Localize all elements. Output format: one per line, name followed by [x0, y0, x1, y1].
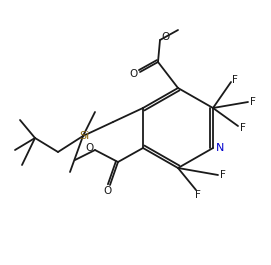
- Text: O: O: [104, 186, 112, 196]
- Text: F: F: [195, 190, 201, 200]
- Text: O: O: [130, 69, 138, 79]
- Text: Si: Si: [79, 131, 89, 141]
- Text: F: F: [232, 75, 238, 85]
- Text: N: N: [216, 143, 224, 153]
- Text: F: F: [250, 97, 256, 107]
- Text: F: F: [240, 123, 246, 133]
- Text: F: F: [220, 170, 226, 180]
- Text: O: O: [161, 32, 169, 42]
- Text: O: O: [85, 143, 93, 153]
